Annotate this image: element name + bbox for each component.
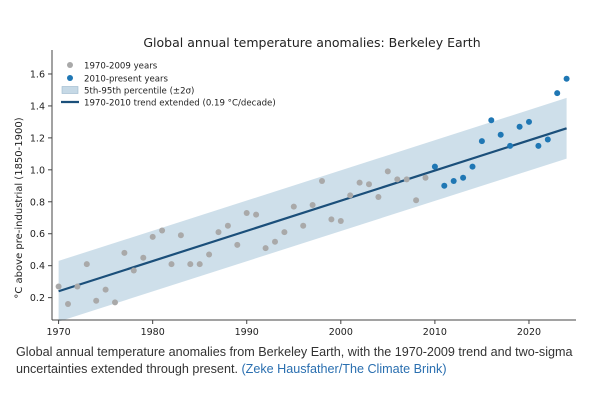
point-historical-1999 <box>328 216 335 223</box>
point-historical-2004 <box>375 194 382 200</box>
caption-credit-link[interactable]: (Zeke Hausfather/The Climate Brink) <box>241 362 447 376</box>
y-tick-label-1.4: 1.4 <box>30 101 45 112</box>
y-tick-label-1.0: 1.0 <box>30 165 45 176</box>
point-historical-2001 <box>347 192 354 199</box>
point-historical-1992 <box>262 245 269 252</box>
point-historical-1988 <box>224 222 231 229</box>
point-recent-2016 <box>488 117 495 124</box>
y-tick-label-1.6: 1.6 <box>30 69 45 80</box>
legend-marker-recent <box>67 75 73 81</box>
point-recent-2024 <box>563 75 570 82</box>
point-historical-1975 <box>102 286 109 293</box>
point-recent-2014 <box>469 163 476 170</box>
point-recent-2018 <box>507 142 514 149</box>
point-historical-1997 <box>309 202 316 208</box>
legend-marker-historical <box>67 62 73 68</box>
point-historical-2009 <box>422 174 429 181</box>
x-tick-label-1980: 1980 <box>141 327 165 338</box>
point-recent-2010 <box>431 163 438 170</box>
point-historical-1979 <box>140 254 147 261</box>
figure-caption: Global annual temperature anomalies from… <box>16 344 586 378</box>
trend-line <box>58 127 567 293</box>
point-historical-1987 <box>215 229 222 236</box>
point-historical-1977 <box>121 249 128 256</box>
chart-title: Global annual temperature anomalies: Ber… <box>143 35 480 50</box>
point-historical-1974 <box>93 297 100 304</box>
legend-label-historical: 1970-2009 years <box>84 62 158 72</box>
point-historical-1978 <box>130 267 137 274</box>
point-historical-1994 <box>281 229 288 236</box>
point-historical-1996 <box>300 222 307 229</box>
point-historical-1983 <box>177 232 184 239</box>
point-historical-2008 <box>413 197 420 204</box>
legend: 1970-2009 years 2010-present years 5th-9… <box>61 62 276 109</box>
x-tick-label-2000: 2000 <box>329 327 353 338</box>
y-tick-label-0.8: 0.8 <box>30 197 45 208</box>
point-historical-1984 <box>187 261 194 268</box>
point-historical-1973 <box>83 261 90 268</box>
point-historical-2005 <box>384 168 391 175</box>
point-recent-2017 <box>497 131 504 138</box>
point-recent-2020 <box>526 118 532 125</box>
y-tick-label-0.2: 0.2 <box>30 293 45 304</box>
x-tick-label-1970: 1970 <box>46 327 70 338</box>
point-recent-2019 <box>516 123 523 130</box>
point-historical-1989 <box>234 241 241 248</box>
point-historical-2000 <box>337 218 344 224</box>
point-historical-1971 <box>65 301 71 307</box>
point-recent-2021 <box>535 142 542 149</box>
point-historical-1980 <box>149 233 156 240</box>
point-historical-1990 <box>243 210 250 216</box>
legend-label-trend: 1970-2010 trend extended (0.19 °C/decade… <box>84 99 276 109</box>
point-historical-2003 <box>366 181 372 188</box>
legend-marker-band <box>61 86 79 94</box>
x-tick-label-2010: 2010 <box>423 327 447 338</box>
x-tick-label-2020: 2020 <box>517 327 541 338</box>
point-historical-1998 <box>319 178 325 184</box>
point-historical-1991 <box>253 211 260 218</box>
point-recent-2011 <box>441 182 448 189</box>
point-historical-1995 <box>290 203 297 210</box>
x-tick-label-1990: 1990 <box>235 327 259 338</box>
point-historical-1981 <box>159 227 166 234</box>
axes-layer: 1970 1980 1990 2000 2010 2020 0.2 0.4 0.6 0.8 1.0 1… <box>30 50 576 338</box>
point-historical-1982 <box>168 261 175 268</box>
point-historical-2002 <box>356 179 363 186</box>
y-tick-label-1.2: 1.2 <box>30 133 45 144</box>
point-recent-2015 <box>478 138 485 145</box>
trend-layer <box>58 127 567 293</box>
point-historical-1985 <box>196 261 203 268</box>
point-historical-1986 <box>206 251 213 258</box>
y-tick-label-0.6: 0.6 <box>30 229 45 240</box>
point-historical-2007 <box>403 176 410 183</box>
point-recent-2023 <box>554 90 561 97</box>
point-historical-2006 <box>394 176 401 183</box>
point-recent-2012 <box>450 178 457 184</box>
y-tick-label-0.4: 0.4 <box>30 261 45 272</box>
point-recent-2022 <box>544 136 551 143</box>
legend-label-band: 5th-95th percentile (±2σ) <box>84 87 194 97</box>
point-historical-1970 <box>55 283 62 290</box>
caption-text: Global annual temperature anomalies from… <box>16 345 573 376</box>
legend-label-recent: 2010-present years <box>84 75 169 85</box>
data-points-layer <box>55 75 570 307</box>
point-historical-1972 <box>74 283 81 290</box>
y-axis-label: °C above pre-industrial (1850-1900) <box>14 117 25 298</box>
point-historical-1993 <box>272 238 278 245</box>
temperature-anomaly-chart: Global annual temperature anomalies: Ber… <box>14 35 576 338</box>
point-historical-1976 <box>112 299 118 306</box>
point-recent-2013 <box>460 174 467 181</box>
